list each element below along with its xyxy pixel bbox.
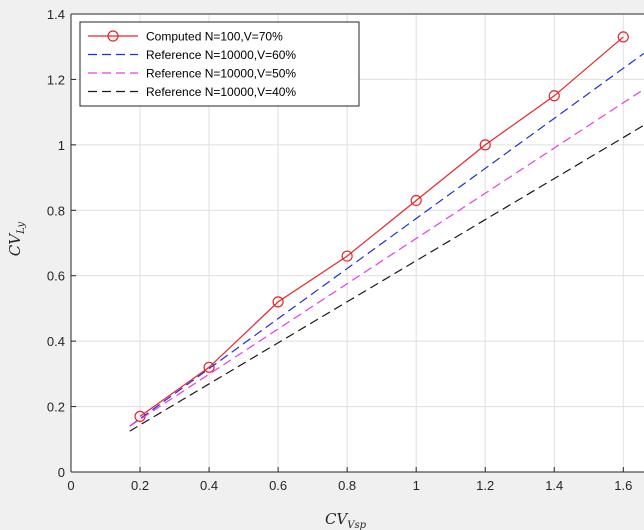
series-line-3 xyxy=(129,124,644,432)
legend-marker-0 xyxy=(107,30,119,42)
legend-entry-2: Reference N=10000,V=50% xyxy=(146,67,296,81)
y-axis-label: CVLy xyxy=(6,221,27,256)
x-tick-label: 1.4 xyxy=(545,478,563,493)
x-tick-label: 0.6 xyxy=(269,478,287,493)
x-tick-label: 1 xyxy=(413,478,420,493)
data-point xyxy=(341,250,353,262)
y-axis-label-subscript: Ly xyxy=(16,221,27,234)
series-line-1 xyxy=(129,52,644,427)
y-tick-label: 0 xyxy=(58,465,65,480)
x-tick-label: 0.4 xyxy=(200,478,218,493)
legend-entry-1: Reference N=10000,V=60% xyxy=(146,48,296,62)
x-axis-label-subscript: Vsp xyxy=(347,520,366,530)
data-point xyxy=(203,361,215,373)
x-tick-label: 1.6 xyxy=(614,478,632,493)
legend-entry-3: Reference N=10000,V=40% xyxy=(146,85,296,99)
series-line-2 xyxy=(129,88,644,427)
x-axis-label: CVVsp xyxy=(325,510,367,530)
data-point xyxy=(548,90,560,102)
x-tick-label: 0.2 xyxy=(131,478,149,493)
data-point xyxy=(479,139,491,151)
data-point xyxy=(410,194,422,207)
y-tick-label: 0.2 xyxy=(47,400,65,415)
y-tick-label: 1 xyxy=(58,138,65,153)
y-tick-label: 1.2 xyxy=(47,72,65,87)
series-group xyxy=(129,31,644,432)
legend: Computed N=100,V=70% Reference N=10000,V=… xyxy=(79,21,360,107)
series-line-0 xyxy=(139,36,624,417)
x-tick-label: 1.2 xyxy=(476,478,494,493)
data-point xyxy=(272,296,284,308)
x-tick-label: 0.8 xyxy=(338,478,356,493)
y-tick-label: 0.8 xyxy=(47,203,65,218)
y-tick-label: 0.4 xyxy=(47,334,65,349)
x-tick-label: 0 xyxy=(67,478,74,493)
axes: 0 0.2 0.4 0.6 0.8 1 1.2 1.4 1.6 0 0.2 0.4 0.6 0.8 1 1.2… xyxy=(47,7,644,493)
data-point xyxy=(617,31,629,43)
legend-entry-0: Computed N=100,V=70% xyxy=(146,30,283,44)
y-tick-label: 0.6 xyxy=(47,269,65,284)
y-tick-label: 1.4 xyxy=(47,7,65,22)
